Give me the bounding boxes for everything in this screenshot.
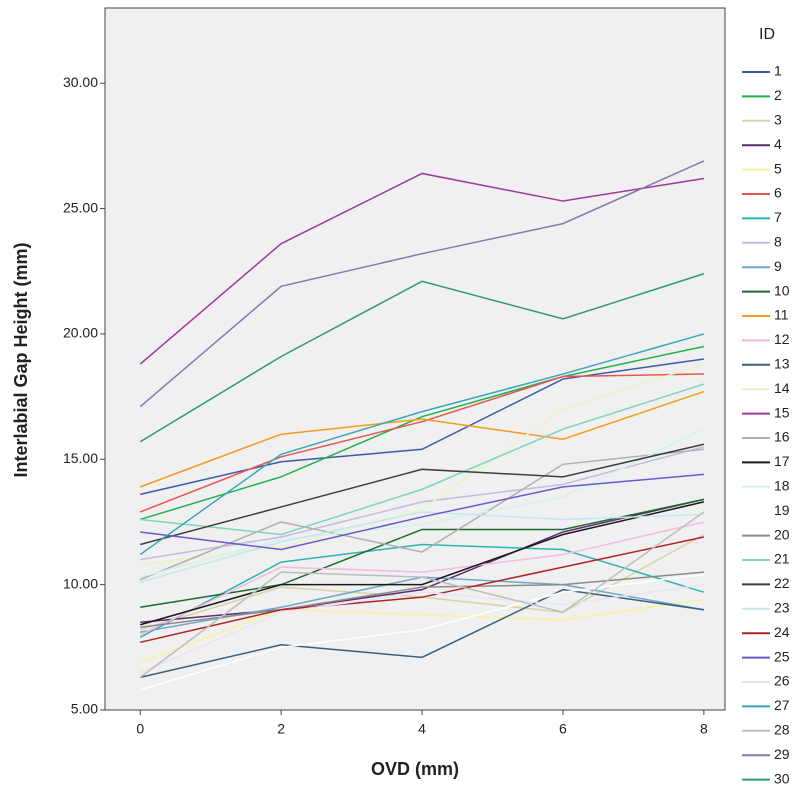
legend-label: 4	[774, 136, 782, 152]
series-line	[139, 160, 705, 408]
legend-label: 21	[774, 551, 790, 567]
legend-label: 2	[774, 87, 782, 103]
x-axis-title: OVD (mm)	[371, 759, 459, 779]
legend-label: 6	[774, 185, 782, 201]
series-line	[139, 521, 705, 636]
legend-label: 5	[774, 160, 782, 176]
series-line	[139, 543, 705, 638]
series-line	[139, 333, 705, 556]
series-line	[140, 363, 705, 566]
legend-label: 30	[774, 770, 790, 786]
series-line	[139, 598, 704, 664]
legend-label: 24	[774, 624, 790, 640]
y-axis-title: Interlabial Gap Height (mm)	[11, 242, 31, 477]
y-tick-label: 20.00	[63, 325, 98, 341]
series-line	[140, 473, 704, 551]
series-line	[139, 583, 704, 674]
legend-label: 1	[774, 63, 782, 79]
legend-label: 27	[774, 697, 790, 713]
series-line	[140, 588, 704, 679]
legend-label: 28	[774, 722, 790, 738]
legend-label: 19	[774, 502, 790, 518]
legend-label: 17	[774, 453, 790, 469]
legend-label: 12	[774, 331, 790, 347]
y-tick-label: 25.00	[63, 199, 98, 215]
x-tick-label: 6	[559, 721, 567, 737]
legend-label: 23	[774, 600, 790, 616]
legend-label: 25	[774, 648, 790, 664]
series-line	[140, 446, 705, 561]
series-line	[140, 358, 704, 496]
series-line	[140, 511, 704, 583]
y-tick-label: 10.00	[63, 575, 98, 591]
series-line	[140, 573, 704, 691]
x-tick-label: 8	[700, 721, 708, 737]
series-line	[139, 511, 705, 679]
series-line	[139, 172, 704, 365]
legend-label: 29	[774, 746, 790, 762]
legend-label: 13	[774, 356, 790, 372]
legend-label: 3	[774, 112, 782, 128]
legend-label: 20	[774, 526, 790, 542]
legend-label: 14	[774, 380, 790, 396]
series-line	[140, 498, 705, 623]
y-tick-label: 5.00	[71, 701, 98, 717]
legend-label: 18	[774, 478, 790, 494]
legend-label: 22	[774, 575, 790, 591]
series-line	[140, 536, 705, 644]
series-line	[140, 501, 705, 626]
series-line	[140, 428, 705, 578]
legend-label: 7	[774, 209, 782, 225]
legend-title: ID	[759, 26, 775, 43]
series-line	[139, 448, 704, 581]
legend-label: 11	[774, 307, 789, 323]
series-line	[139, 390, 705, 488]
series-line	[140, 571, 704, 629]
series-line	[140, 498, 705, 608]
legend-label: 26	[774, 673, 790, 689]
x-tick-label: 4	[418, 721, 426, 737]
legend-label: 9	[774, 258, 782, 274]
series-line	[140, 345, 705, 521]
legend-label: 16	[774, 429, 790, 445]
y-tick-label: 30.00	[63, 74, 98, 90]
plot-area	[104, 7, 726, 711]
legend-label: 8	[774, 234, 782, 250]
legend-label: 10	[774, 282, 790, 298]
series-line	[140, 443, 705, 546]
series-line	[139, 273, 705, 443]
legend-label: 15	[774, 404, 790, 420]
x-tick-label: 2	[277, 721, 285, 737]
y-tick-label: 15.00	[63, 450, 98, 466]
series-line	[139, 373, 704, 513]
series-line	[140, 383, 705, 536]
x-tick-label: 0	[136, 721, 144, 737]
